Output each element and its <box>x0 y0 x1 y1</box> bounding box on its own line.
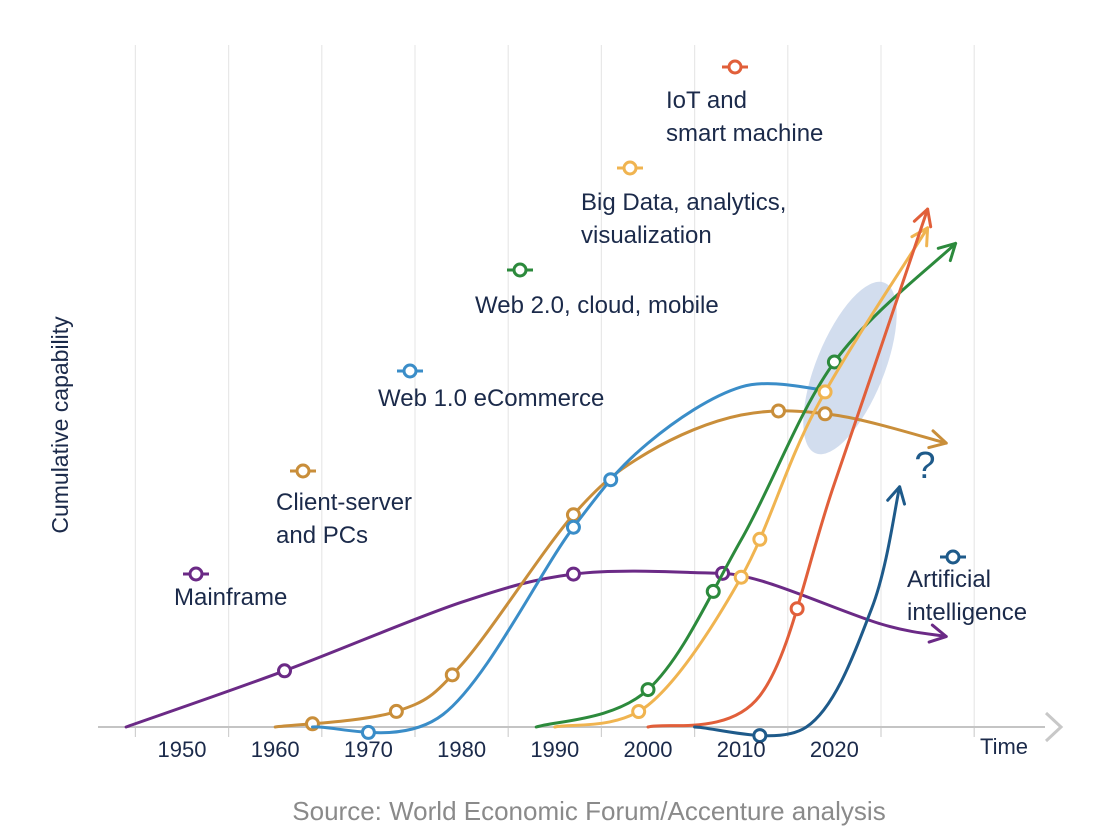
x-tick-label: 2010 <box>717 737 766 762</box>
series-label-text: Big Data, analytics, <box>581 189 786 216</box>
x-tick-label: 1950 <box>158 737 207 762</box>
marker-client_server <box>817 406 833 422</box>
x-tick-labels: 1950 1960 1970 1980 1990 2000 2010 2020 <box>158 737 859 762</box>
x-tick-label: 2000 <box>624 737 673 762</box>
marker-mainframe <box>565 566 581 582</box>
gridlines <box>134 45 975 737</box>
series-line-web2 <box>534 241 958 729</box>
label-bigdata: Big Data, analytics, visualization <box>581 160 786 249</box>
legend-marker <box>188 566 204 582</box>
marker-web2 <box>826 354 842 370</box>
marker-bigdata <box>631 704 647 720</box>
legend-marker <box>727 59 743 75</box>
series-line-client_server <box>273 409 948 729</box>
y-axis-label: Cumulative capability <box>47 316 73 534</box>
series-iot <box>646 207 933 729</box>
series-label-text: Artificial <box>907 566 991 593</box>
series-ai <box>693 485 907 744</box>
series-lines <box>124 207 958 744</box>
series-line-bigdata <box>553 226 930 729</box>
series-label-text: intelligence <box>907 599 1027 626</box>
marker-mainframe <box>277 663 293 679</box>
marker-web1 <box>360 724 376 740</box>
marker-iot <box>789 601 805 617</box>
arrowhead-ai <box>886 485 907 506</box>
question-mark: ? <box>914 445 935 487</box>
marker-ai <box>752 728 768 744</box>
series-label-text: Web 2.0, cloud, mobile <box>475 292 719 319</box>
series-line-ai <box>693 485 902 738</box>
series-label-text: Client-server <box>276 489 412 516</box>
series-bigdata <box>553 226 930 729</box>
marker-bigdata <box>752 531 768 547</box>
x-tick-label: 2020 <box>810 737 859 762</box>
label-ai: Artificial intelligence <box>907 549 1027 626</box>
legend-marker <box>402 363 418 379</box>
arrowhead-web2 <box>936 241 958 263</box>
marker-client_server <box>388 703 404 719</box>
arrowhead-iot <box>912 207 933 229</box>
series-web2 <box>534 241 958 729</box>
arrowhead-mainframe <box>927 623 948 644</box>
marker-bigdata <box>817 384 833 400</box>
source-note: Source: World Economic Forum/Accenture a… <box>292 796 885 826</box>
series-label-text: Mainframe <box>174 584 287 611</box>
legend-marker <box>622 160 638 176</box>
arrowhead-bigdata <box>910 226 930 248</box>
marker-client_server <box>565 507 581 523</box>
label-iot: IoT and smart machine <box>666 59 823 147</box>
series-web1 <box>311 382 827 740</box>
arrowhead-client_server <box>927 429 948 450</box>
series-line-iot <box>646 207 930 729</box>
marker-web2 <box>705 583 721 599</box>
series-label-text: smart machine <box>666 120 823 147</box>
series-labels: Mainframe Client-server and PCs Web 1.0 eCo… <box>174 59 1027 626</box>
series-label-text: and PCs <box>276 522 368 549</box>
x-tick-label: 1980 <box>437 737 486 762</box>
legend-marker <box>295 463 311 479</box>
x-axis-label: Time <box>980 734 1028 759</box>
x-tick-label: 1990 <box>530 737 579 762</box>
x-tick-label: 1960 <box>251 737 300 762</box>
label-web2: Web 2.0, cloud, mobile <box>475 262 719 319</box>
label-mainframe: Mainframe <box>174 566 287 611</box>
series-label-text: IoT and <box>666 87 747 114</box>
legend-marker <box>512 262 528 278</box>
series-label-text: visualization <box>581 222 712 249</box>
marker-client_server <box>770 403 786 419</box>
series-line-web1 <box>311 382 827 735</box>
marker-web2 <box>640 682 656 698</box>
series-label-text: Web 1.0 eCommerce <box>378 385 604 412</box>
marker-client_server <box>444 667 460 683</box>
marker-web1 <box>565 519 581 535</box>
label-web1: Web 1.0 eCommerce <box>378 363 604 412</box>
x-tick-label: 1970 <box>344 737 393 762</box>
marker-bigdata <box>733 569 749 585</box>
marker-web1 <box>603 472 619 488</box>
x-axis-arrow <box>1044 711 1064 743</box>
legend-marker <box>945 549 961 565</box>
label-client_server: Client-server and PCs <box>276 463 412 549</box>
